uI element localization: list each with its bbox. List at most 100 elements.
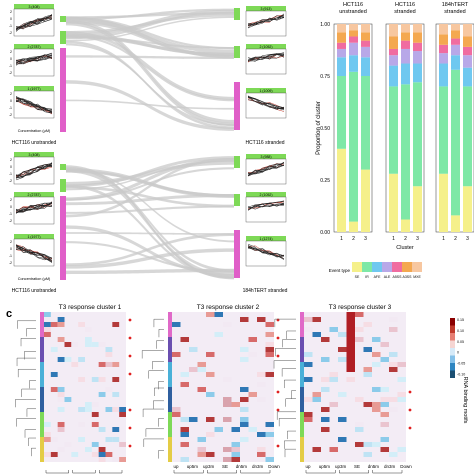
- row-annotation: [300, 432, 304, 437]
- dendrogram-branch: [285, 398, 296, 407]
- profile-line: [247, 17, 285, 26]
- dendrogram-branch: [15, 399, 36, 408]
- heatmap-cell: [355, 327, 364, 332]
- profile-line: [15, 164, 53, 177]
- heatmap-cell: [240, 397, 249, 402]
- heatmap-cell: [346, 332, 355, 337]
- row-annotation: [300, 427, 304, 432]
- bar-segment-IR: [463, 86, 472, 187]
- row-annotation: [40, 312, 44, 317]
- right-dataset-label: HCT116 stranded: [245, 140, 284, 146]
- cluster-header: [246, 192, 286, 197]
- legend-label-IR: IR: [365, 275, 369, 279]
- y-tick-label: -1: [9, 24, 12, 28]
- dendrogram-branch: [284, 448, 296, 458]
- row-annotation: [40, 387, 44, 392]
- y-tick-label: 2: [10, 92, 12, 96]
- region-bracket: [207, 470, 237, 474]
- heatmap-cell: [180, 417, 189, 422]
- bar-segment-AFE: [401, 63, 410, 85]
- profile-line: [247, 247, 285, 258]
- region-bracket: [240, 470, 271, 474]
- bar-segment-ALE: [463, 55, 472, 68]
- x-label-Down: Down: [400, 464, 412, 469]
- heatmap-cell: [119, 442, 126, 447]
- dendrogram-branch: [283, 379, 296, 389]
- row-annotation: [168, 392, 172, 397]
- row-annotation: [40, 397, 44, 402]
- bar-segment-A3SS: [439, 34, 448, 45]
- heatmap-cell: [78, 437, 85, 442]
- x-tick-label: 3: [416, 236, 419, 242]
- row-annotation: [168, 347, 172, 352]
- flow-ribbon: [66, 205, 234, 214]
- dendrogram-branch: [24, 429, 36, 438]
- heatmap-cell: [105, 437, 113, 442]
- row-annotation: [40, 442, 44, 447]
- flow-ribbon: [66, 8, 234, 21]
- left-node-1: [60, 16, 66, 22]
- legend-label-SE: SE: [355, 275, 360, 279]
- row-annotation: [40, 417, 44, 422]
- heatmap-cell: [338, 392, 347, 397]
- profile-line: [247, 53, 285, 60]
- bar-segment-MXE: [439, 24, 448, 35]
- colorbar-tick: 0.10: [457, 329, 464, 333]
- row-annotation: [168, 352, 172, 357]
- left-node-1: [60, 164, 66, 170]
- row-annotation: [300, 402, 304, 407]
- row-annotation: [168, 377, 172, 382]
- bar-segment-ALE: [337, 48, 346, 58]
- profile-line: [15, 245, 53, 263]
- dendrogram-branch: [143, 438, 164, 447]
- heatmap-cell: [389, 352, 398, 357]
- right-node-2: [234, 46, 240, 58]
- colorbar-segment: [450, 325, 455, 333]
- heatmap-cell: [206, 417, 215, 422]
- y-tick-label: -2: [9, 261, 12, 265]
- heatmap-cell: [197, 437, 206, 442]
- row-annotation: [40, 377, 44, 382]
- cluster-label: 3 (408): [28, 5, 39, 9]
- flow-ribbon: [66, 16, 234, 50]
- heatmap-cell: [57, 422, 65, 427]
- heatmap-cell: [380, 412, 389, 417]
- dendrogram-branch: [154, 387, 164, 397]
- significance-dot: [128, 426, 132, 430]
- row-annotation: [300, 387, 304, 392]
- right-node-1: [234, 156, 240, 168]
- dendrogram-branch: [16, 357, 36, 367]
- legend-title: Event type: [329, 268, 351, 273]
- profile-line: [247, 95, 285, 108]
- heatmap-cell: [112, 322, 120, 327]
- heatmap-cell: [346, 322, 355, 327]
- row-annotation: [168, 457, 172, 462]
- heatmap-cell: [321, 337, 330, 342]
- heatmap-cell: [180, 457, 189, 462]
- flow-ribbon: [66, 20, 234, 58]
- heatmap-cell: [257, 382, 266, 387]
- heatmap-cell: [372, 407, 381, 412]
- heatmap-cell: [197, 447, 206, 452]
- bar-segment-AFE: [451, 55, 460, 70]
- row-annotation: [168, 407, 172, 412]
- legend-swatch-MXE: [412, 262, 422, 272]
- heatmap-cell: [304, 377, 313, 382]
- row-annotation: [300, 447, 304, 452]
- heatmap-cell: [44, 312, 51, 317]
- dendrogram-branch: [282, 339, 296, 348]
- left-node-2: [60, 179, 66, 192]
- row-annotation: [168, 402, 172, 407]
- heatmap-cell: [98, 392, 106, 397]
- heatmap-cell: [71, 362, 79, 367]
- colorbar-tick: 0.05: [457, 340, 464, 344]
- row-annotation: [40, 392, 44, 397]
- heatmap-cell: [180, 337, 189, 342]
- row-annotation: [168, 437, 172, 442]
- bar-segment-IR: [389, 86, 398, 174]
- heatmap-cell: [346, 362, 355, 367]
- significance-dot: [128, 336, 132, 340]
- heatmap-cell: [57, 317, 65, 322]
- heatmap-cell: [355, 397, 364, 402]
- heatmap-cell: [248, 392, 257, 397]
